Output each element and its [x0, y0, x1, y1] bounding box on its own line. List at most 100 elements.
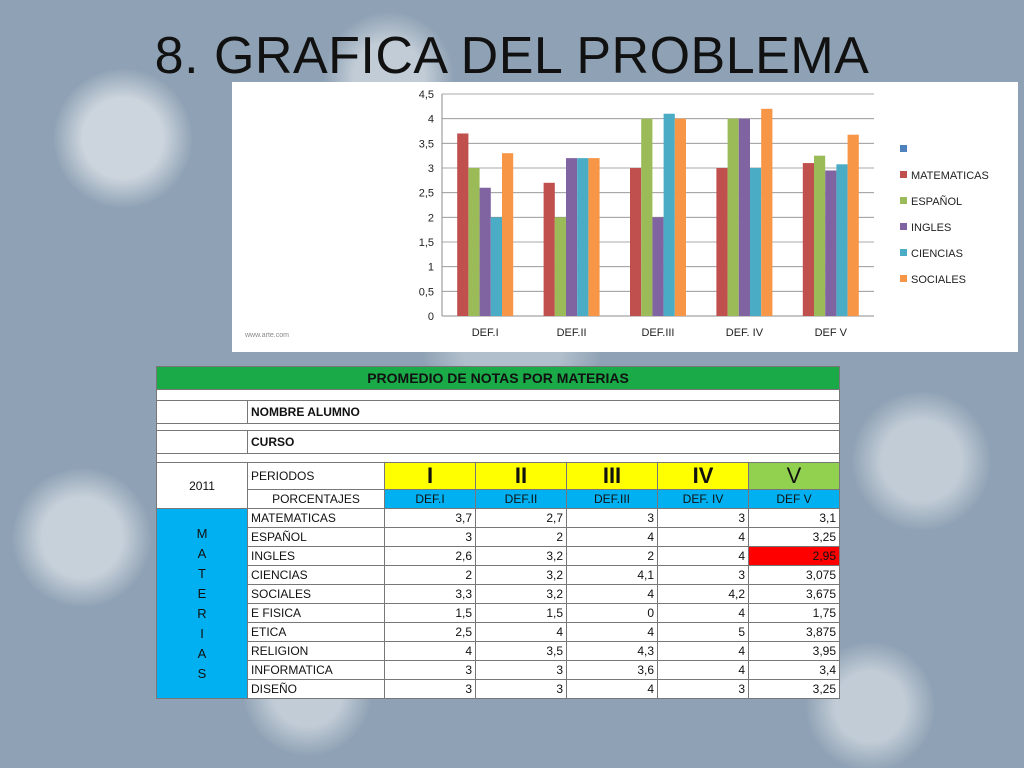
grade-cell: 3 [657, 508, 749, 528]
blank [156, 430, 248, 454]
subject-name: ETICA [247, 622, 385, 642]
bar-espaol-5 [814, 155, 826, 316]
percentages-label: PORCENTAJES [247, 489, 385, 509]
x-tick-label: DEF V [815, 327, 848, 339]
grade-cell: 3,4 [748, 660, 840, 680]
grade-cell: 3,1 [748, 508, 840, 528]
year-cell: 2011 [156, 462, 248, 509]
grade-cell: 3,2 [475, 546, 567, 566]
period-code-3: DEF.III [566, 489, 658, 509]
grade-cell: 3,875 [748, 622, 840, 642]
bar-ciencias-5 [836, 164, 848, 316]
grade-cell: 4 [566, 527, 658, 547]
y-tick-label: 1,5 [419, 237, 434, 249]
x-tick-label: DEF.I [472, 327, 499, 339]
grade-cell: 3,6 [566, 660, 658, 680]
bar-espaol-1 [468, 168, 480, 316]
grade-cell: 3,7 [384, 508, 476, 528]
side-letter: A [197, 645, 207, 661]
bar-ingles-4 [738, 118, 750, 316]
period-code-2: DEF.II [475, 489, 567, 509]
period-header-4: IV [657, 462, 749, 490]
bar-matematicas-4 [716, 168, 728, 316]
grade-cell: 4 [566, 622, 658, 642]
y-tick-label: 4 [428, 114, 434, 126]
grade-cell: 3,2 [475, 565, 567, 585]
grade-cell: 2 [384, 565, 476, 585]
legend-swatch [900, 275, 907, 282]
legend-swatch [900, 171, 907, 178]
grade-cell: 4 [657, 603, 749, 623]
bar-ciencias-2 [577, 158, 589, 316]
grade-cell: 1,75 [748, 603, 840, 623]
grade-cell: 2,7 [475, 508, 567, 528]
grade-cell: 4 [566, 679, 658, 699]
grade-cell: 2,5 [384, 622, 476, 642]
highlighted-grade-cell: 2,95 [748, 546, 840, 566]
period-header-2: II [475, 462, 567, 490]
side-letter: R [197, 605, 207, 621]
grade-cell: 3 [384, 679, 476, 699]
grade-cell: 3 [475, 660, 567, 680]
subject-name: INGLES [247, 546, 385, 566]
bar-espaol-3 [641, 118, 653, 316]
grade-cell: 3,075 [748, 565, 840, 585]
spacer [156, 453, 840, 463]
subject-name: DISEÑO [247, 679, 385, 699]
chart-panel: 0 0,5 1 1,5 2 2,5 3 3,5 4 4,5 DEF.I DEF.II DEF.III DE… [232, 82, 1018, 352]
grade-cell: 4 [384, 641, 476, 661]
period-header-3: III [566, 462, 658, 490]
bar-ingles-5 [825, 170, 837, 316]
legend-swatch [900, 223, 907, 230]
subject-name: RELIGION [247, 641, 385, 661]
grades-table: PROMEDIO DE NOTAS POR MATERIAS NOMBRE ALU… [156, 366, 840, 699]
bar-matematicas-3 [630, 168, 642, 316]
bar-sociales-4 [761, 108, 773, 316]
subject-name: SOCIALES [247, 584, 385, 604]
grade-cell: 4 [657, 527, 749, 547]
bar-matematicas-1 [457, 133, 469, 316]
grade-cell: 4 [566, 584, 658, 604]
legend-label: MATEMATICAS [911, 170, 989, 182]
grade-cell: 3,675 [748, 584, 840, 604]
grade-cell: 3 [475, 679, 567, 699]
x-tick-label: DEF.II [557, 327, 587, 339]
grade-cell: 4 [475, 622, 567, 642]
subject-name: CIENCIAS [247, 565, 385, 585]
y-tick-label: 1 [428, 262, 434, 274]
bar-ingles-2 [566, 158, 578, 316]
y-tick-label: 3 [428, 163, 434, 175]
side-letter: E [197, 585, 207, 601]
grade-cell: 4,1 [566, 565, 658, 585]
x-tick-label: DEF. IV [726, 327, 764, 339]
side-letter: I [200, 625, 204, 641]
student-name-label: NOMBRE ALUMNO [247, 400, 840, 424]
grade-cell: 3,2 [475, 584, 567, 604]
period-code-5: DEF V [748, 489, 840, 509]
slide-title: 8. GRAFICA DEL PROBLEMA [154, 27, 870, 85]
period-header-5: V [748, 462, 840, 490]
bar-sociales-5 [847, 134, 859, 316]
side-letter: S [197, 665, 207, 681]
period-code-4: DEF. IV [657, 489, 749, 509]
grade-cell: 3 [384, 660, 476, 680]
grade-cell: 1,5 [475, 603, 567, 623]
grade-cell: 3,95 [748, 641, 840, 661]
subject-name: MATEMATICAS [247, 508, 385, 528]
legend-swatch [900, 249, 907, 256]
periods-label: PERIODOS [247, 462, 385, 490]
grade-cell: 4,3 [566, 641, 658, 661]
grade-cell: 0 [566, 603, 658, 623]
bar-ingles-3 [652, 217, 664, 316]
table-title: PROMEDIO DE NOTAS POR MATERIAS [156, 366, 840, 390]
spacer [156, 389, 840, 401]
grade-cell: 4 [657, 660, 749, 680]
spacer [156, 423, 840, 431]
x-tick-label: DEF.III [641, 327, 674, 339]
chart-watermark: www.arte.com [245, 332, 289, 339]
bar-ingles-1 [479, 187, 491, 316]
y-tick-label: 4,5 [419, 89, 434, 101]
y-tick-label: 0 [428, 311, 434, 323]
bar-ciencias-4 [750, 168, 762, 316]
